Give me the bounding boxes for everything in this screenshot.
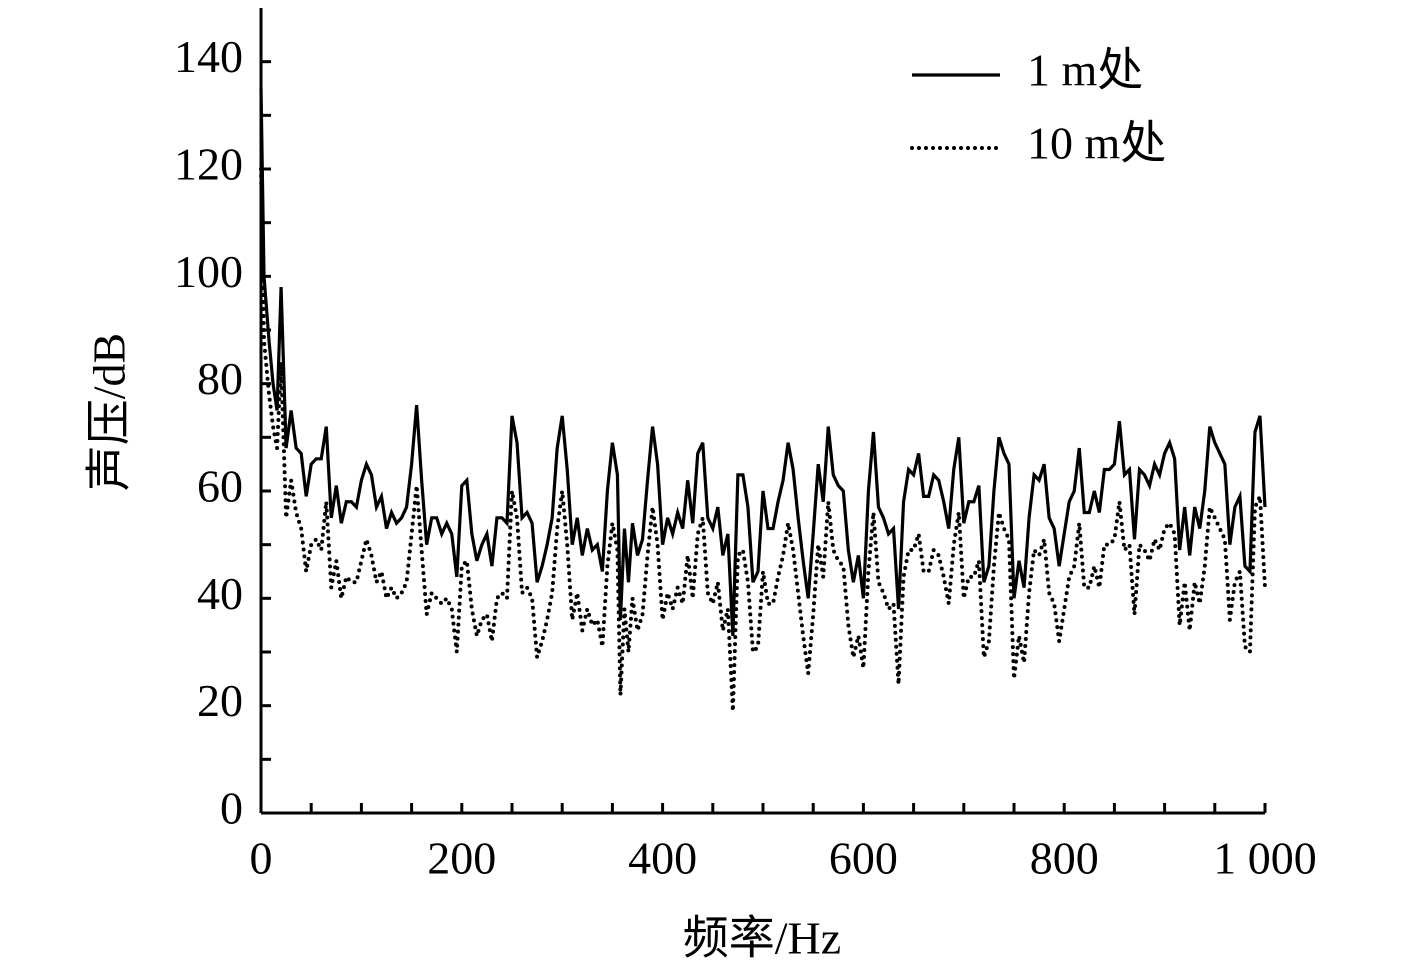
series-line — [259, 167, 1267, 712]
y-tick-label: 80 — [197, 353, 243, 404]
y-tick-label: 120 — [174, 139, 243, 190]
y-tick-label: 60 — [197, 461, 243, 512]
y-tick-label: 40 — [197, 568, 243, 619]
x-tick-label: 200 — [427, 833, 496, 884]
x-tick-label: 1 000 — [1213, 833, 1317, 884]
legend-label: 1 m处 — [1027, 45, 1143, 96]
x-tick-label: 600 — [829, 833, 898, 884]
x-tick-label: 800 — [1030, 833, 1099, 884]
y-tick-label: 0 — [220, 783, 243, 834]
x-tick-label: 0 — [250, 833, 273, 884]
y-tick-label: 140 — [174, 31, 243, 82]
legend-label: 10 m处 — [1027, 118, 1166, 169]
x-tick-label: 400 — [628, 833, 697, 884]
y-tick-label: 20 — [197, 675, 243, 726]
y-tick-label: 100 — [174, 246, 243, 297]
series-line — [259, 88, 1267, 636]
y-axis-title: 声压/dB — [84, 333, 135, 491]
x-axis-title: 频率/Hz — [683, 913, 841, 964]
